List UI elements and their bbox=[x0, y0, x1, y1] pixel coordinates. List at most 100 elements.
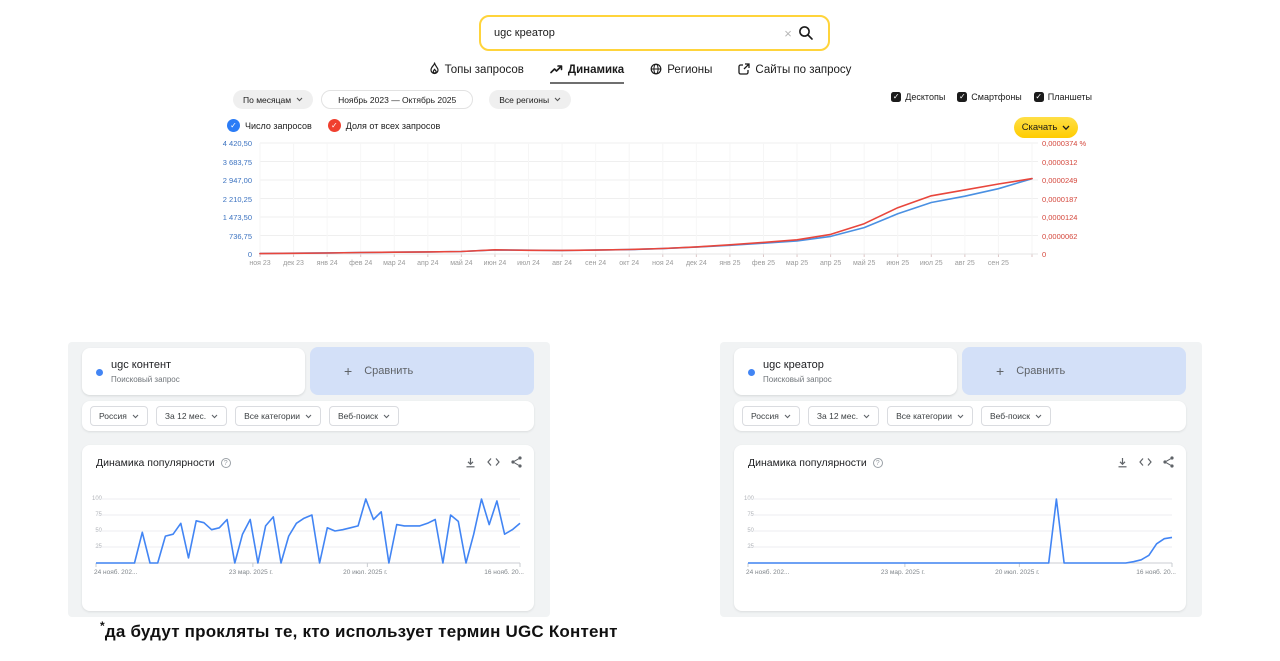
embed-icon[interactable] bbox=[487, 456, 500, 468]
filter-label: За 12 мес. bbox=[816, 411, 859, 421]
chevron-down-icon bbox=[296, 97, 303, 102]
chevron-down-icon bbox=[784, 411, 791, 421]
y-left-tick: 0 bbox=[247, 250, 252, 259]
search-term: ugc контент bbox=[111, 359, 172, 371]
filter-label: За 12 мес. bbox=[164, 411, 207, 421]
y-right-tick: 0,0000187 bbox=[1042, 194, 1078, 204]
info-icon[interactable]: ? bbox=[220, 458, 231, 468]
plus-icon: + bbox=[344, 363, 353, 379]
x-tick: май 24 bbox=[450, 260, 473, 267]
x-tick: апр 24 bbox=[417, 260, 439, 267]
checkbox-checked-icon[interactable]: ✓ bbox=[1033, 92, 1044, 102]
tab-top-queries[interactable]: Топы запросов bbox=[429, 62, 524, 84]
trends-filter-bar: Россия За 12 мес. Все категории Веб-поиск bbox=[734, 401, 1186, 431]
filter-label: Все категории bbox=[244, 411, 300, 421]
mini-x-tick: 16 нояб. 20... bbox=[1136, 569, 1176, 576]
filter-label: Россия bbox=[99, 411, 127, 421]
x-tick: июн 25 bbox=[886, 260, 910, 267]
download-icon[interactable] bbox=[465, 456, 476, 468]
compare-button[interactable]: + Сравнить bbox=[310, 347, 534, 395]
mini-x-tick: 20 июл. 2025 г. bbox=[343, 569, 388, 576]
checkbox-checked-icon[interactable]: ✓ bbox=[891, 92, 902, 102]
trends-filter-dropdown[interactable]: За 12 мес. bbox=[807, 406, 880, 426]
legend-toggle[interactable]: ✓ Число запросов bbox=[227, 119, 312, 132]
x-tick: фев 24 bbox=[349, 260, 373, 267]
x-tick: мар 25 bbox=[785, 260, 809, 267]
main-trend-chart bbox=[256, 138, 1046, 269]
checkbox-checked-icon[interactable]: ✓ bbox=[957, 92, 968, 102]
search-term-chip[interactable]: ugc контент Поисковый запрос bbox=[82, 348, 305, 395]
mini-x-tick: 16 нояб. 20... bbox=[484, 569, 524, 576]
tab-label: Топы запросов bbox=[444, 64, 524, 76]
trends-filter-dropdown[interactable]: За 12 мес. bbox=[155, 406, 228, 426]
regions-dropdown[interactable]: Все регионы bbox=[489, 90, 572, 109]
x-tick: дек 24 bbox=[685, 260, 707, 267]
download-label: Скачать bbox=[1021, 122, 1058, 133]
trends-widget-ugc-content: ugc контент Поисковый запрос + Сравнить Росс… bbox=[68, 342, 550, 617]
mini-x-tick: 24 нояб. 202... bbox=[94, 569, 138, 576]
clear-icon[interactable]: × bbox=[784, 25, 792, 41]
date-range-label: Ноябрь 2023 — Октябрь 2025 bbox=[338, 94, 457, 105]
x-tick: ноя 24 bbox=[652, 260, 674, 267]
panel-actions bbox=[465, 456, 522, 468]
flame-icon bbox=[429, 62, 440, 78]
download-icon[interactable] bbox=[1117, 456, 1128, 468]
search-icon[interactable] bbox=[798, 25, 828, 41]
tab-regions[interactable]: Регионы bbox=[650, 62, 712, 84]
trends-filter-dropdown[interactable]: Веб-поиск bbox=[980, 406, 1052, 426]
x-tick: июн 24 bbox=[483, 260, 507, 267]
series-color-dot bbox=[96, 369, 103, 376]
y-right-tick: 0,0000312 bbox=[1042, 157, 1078, 167]
trends-filter-dropdown[interactable]: Все категории bbox=[235, 406, 321, 426]
x-tick: янв 24 bbox=[316, 260, 338, 267]
y-left-tick: 736,75 bbox=[229, 231, 252, 241]
external-link-icon bbox=[738, 62, 751, 78]
tab-sites[interactable]: Сайты по запросу bbox=[738, 62, 851, 84]
popularity-panel: Динамика популярности? 100 75 50 25 24 нояб. … bbox=[82, 445, 534, 611]
device-checkbox-item[interactable]: ✓ Смартфоны bbox=[957, 92, 1022, 102]
search-bar[interactable]: × bbox=[479, 15, 830, 51]
device-checkbox-item[interactable]: ✓ Десктопы bbox=[891, 92, 945, 102]
trends-filter-dropdown[interactable]: Веб-поиск bbox=[328, 406, 400, 426]
chevron-down-icon bbox=[305, 411, 312, 421]
tab-dynamics[interactable]: Динамика bbox=[549, 62, 625, 84]
trends-filter-dropdown[interactable]: Россия bbox=[90, 406, 148, 426]
y-left-tick: 2 210,25 bbox=[222, 194, 252, 204]
legend-check-icon: ✓ bbox=[327, 119, 341, 132]
info-icon[interactable]: ? bbox=[872, 458, 883, 468]
mini-trend-chart bbox=[746, 493, 1174, 576]
date-range-picker[interactable]: Ноябрь 2023 — Октябрь 2025 bbox=[321, 90, 474, 109]
group-by-dropdown[interactable]: По месяцам bbox=[233, 90, 314, 109]
chevron-down-icon bbox=[1035, 411, 1042, 421]
download-button[interactable]: Скачать bbox=[1014, 117, 1078, 138]
y-right-tick: 0 bbox=[1042, 250, 1047, 259]
caption-asterisk: * bbox=[100, 619, 105, 633]
x-tick: фев 25 bbox=[751, 260, 776, 267]
mini-x-tick: 24 нояб. 202... bbox=[746, 569, 790, 576]
compare-button[interactable]: + Сравнить bbox=[962, 347, 1186, 395]
group-by-label: По месяцам bbox=[243, 94, 292, 105]
trends-filter-dropdown[interactable]: Все категории bbox=[887, 406, 973, 426]
search-input[interactable] bbox=[481, 27, 778, 39]
y-left-tick: 4 420,50 bbox=[222, 139, 252, 148]
device-toggles: ✓ Десктопы ✓ Смартфоны ✓ Планшеты bbox=[891, 92, 1092, 102]
x-tick: дек 23 bbox=[283, 260, 304, 267]
embed-icon[interactable] bbox=[1139, 456, 1152, 468]
share-icon[interactable] bbox=[511, 456, 522, 468]
x-tick: май 25 bbox=[852, 260, 876, 267]
search-term-chip[interactable]: ugc креатор Поисковый запрос bbox=[734, 348, 957, 395]
x-tick: окт 24 bbox=[619, 260, 640, 267]
trends-filter-dropdown[interactable]: Россия bbox=[742, 406, 800, 426]
y-left-tick: 3 683,75 bbox=[222, 157, 252, 167]
x-tick: авг 25 bbox=[954, 260, 975, 267]
x-tick: апр 25 bbox=[819, 260, 842, 267]
filter-label: Веб-поиск bbox=[337, 411, 379, 421]
x-tick: мар 24 bbox=[383, 260, 406, 267]
device-checkbox-item[interactable]: ✓ Планшеты bbox=[1033, 92, 1092, 102]
legend-toggle[interactable]: ✓ Доля от всех запросов bbox=[327, 119, 440, 132]
share-icon[interactable] bbox=[1163, 456, 1174, 468]
mini-x-tick: 23 мар. 2025 г. bbox=[228, 569, 273, 576]
compare-label: Сравнить bbox=[1016, 365, 1066, 377]
globe-icon bbox=[650, 63, 662, 78]
series-color-dot bbox=[748, 369, 755, 376]
